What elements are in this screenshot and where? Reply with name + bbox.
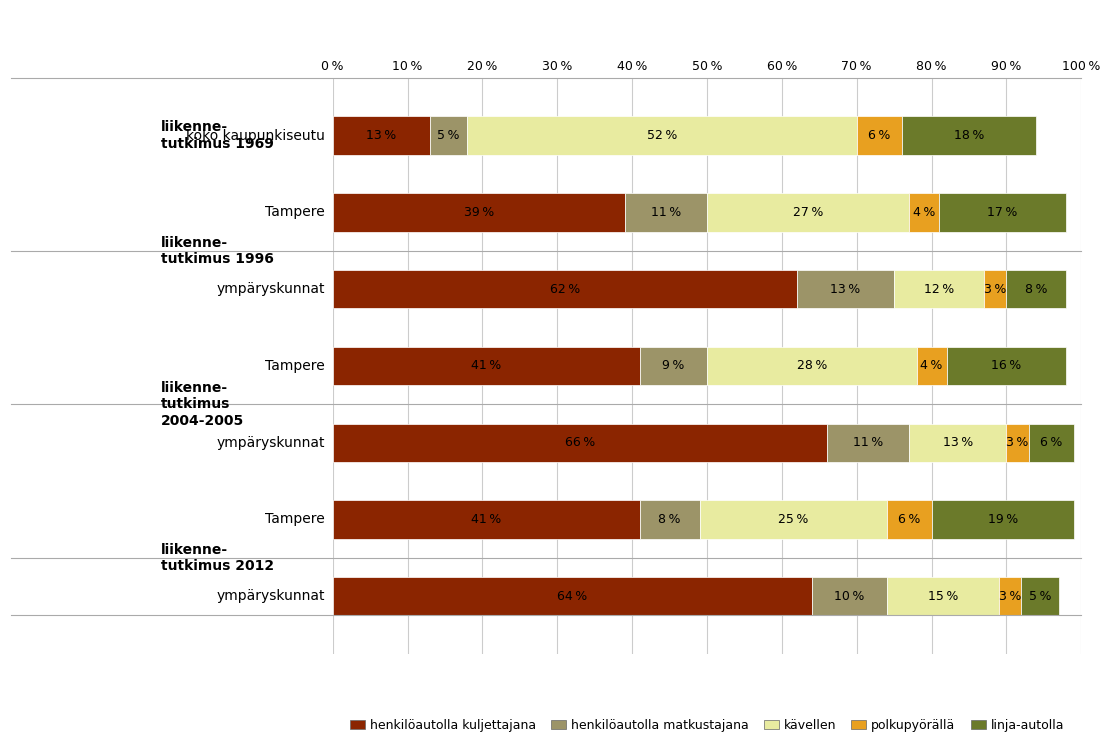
Text: koko kaupunkiseutu: koko kaupunkiseutu (186, 129, 325, 143)
Bar (430, 117, 467, 155)
Text: 6 %: 6 % (1040, 436, 1062, 450)
Bar (1007, 270, 1066, 308)
Text: 9 %: 9 % (662, 360, 684, 372)
Bar (826, 424, 909, 462)
Legend: henkilöautolla kuljettajana, henkilöautolla matkustajana, kävellen, polkupyöräll: henkilöautolla kuljettajana, henkilöauto… (345, 714, 1069, 737)
Bar (947, 347, 1066, 385)
Text: 5 %: 5 % (1029, 590, 1051, 603)
Text: 8 %: 8 % (1025, 282, 1048, 296)
Text: ympäryskunnat: ympäryskunnat (216, 589, 325, 603)
Bar (708, 193, 909, 232)
Bar (333, 117, 430, 155)
Bar (333, 347, 640, 385)
Bar (624, 193, 708, 232)
Bar (333, 193, 624, 232)
Text: liikenne-
tutkimus 2012: liikenne- tutkimus 2012 (161, 543, 274, 573)
Bar (887, 500, 932, 539)
Text: 41 %: 41 % (471, 513, 501, 526)
Text: liikenne-
tutkimus
2004-2005: liikenne- tutkimus 2004-2005 (161, 381, 244, 427)
Bar (640, 500, 700, 539)
Text: 4 %: 4 % (913, 206, 935, 219)
Bar (984, 270, 1007, 308)
Bar (909, 424, 1007, 462)
Text: 17 %: 17 % (987, 206, 1018, 219)
Text: 27 %: 27 % (793, 206, 823, 219)
Text: 66 %: 66 % (564, 436, 594, 450)
Text: 52 %: 52 % (647, 129, 678, 142)
Text: 10 %: 10 % (834, 590, 864, 603)
Bar (909, 193, 939, 232)
Text: 13 %: 13 % (943, 436, 973, 450)
Text: 3 %: 3 % (999, 590, 1021, 603)
Text: 6 %: 6 % (868, 129, 891, 142)
Text: 11 %: 11 % (651, 206, 681, 219)
Text: 25 %: 25 % (777, 513, 808, 526)
Bar (333, 500, 640, 539)
Text: 4 %: 4 % (920, 360, 943, 372)
Text: liikenne-
tutkimus 1996: liikenne- tutkimus 1996 (161, 236, 274, 266)
Text: 11 %: 11 % (853, 436, 883, 450)
Text: 8 %: 8 % (659, 513, 681, 526)
Bar (708, 347, 916, 385)
Text: 6 %: 6 % (898, 513, 920, 526)
Text: Tampere: Tampere (265, 513, 325, 527)
Text: ympäryskunnat: ympäryskunnat (216, 282, 325, 296)
Bar (902, 117, 1036, 155)
Bar (894, 270, 984, 308)
Text: Tampere: Tampere (265, 359, 325, 373)
Text: 15 %: 15 % (927, 590, 958, 603)
Bar (932, 500, 1074, 539)
Bar (700, 500, 887, 539)
Text: 5 %: 5 % (437, 129, 460, 142)
Bar (333, 424, 826, 462)
Bar (1021, 577, 1059, 615)
Bar (1007, 424, 1029, 462)
Bar (887, 577, 999, 615)
Bar (857, 117, 902, 155)
Text: 19 %: 19 % (987, 513, 1018, 526)
Bar (333, 577, 812, 615)
Bar (333, 270, 796, 308)
Text: 41 %: 41 % (471, 360, 501, 372)
Text: 16 %: 16 % (991, 360, 1021, 372)
Text: 13 %: 13 % (366, 129, 397, 142)
Bar (916, 347, 947, 385)
Text: 28 %: 28 % (796, 360, 827, 372)
Text: liikenne-
tutkimus 1969: liikenne- tutkimus 1969 (161, 120, 274, 151)
Text: 18 %: 18 % (954, 129, 984, 142)
Text: 3 %: 3 % (1007, 436, 1029, 450)
Text: 62 %: 62 % (550, 282, 580, 296)
Bar (467, 117, 856, 155)
Text: Tampere: Tampere (265, 205, 325, 219)
Text: 64 %: 64 % (557, 590, 588, 603)
Bar (640, 347, 708, 385)
Bar (812, 577, 887, 615)
Text: ympäryskunnat: ympäryskunnat (216, 435, 325, 450)
Text: 12 %: 12 % (924, 282, 954, 296)
Text: 13 %: 13 % (831, 282, 861, 296)
Text: 3 %: 3 % (984, 282, 1006, 296)
Text: 39 %: 39 % (464, 206, 494, 219)
Bar (939, 193, 1066, 232)
Bar (999, 577, 1021, 615)
Bar (1029, 424, 1074, 462)
Bar (796, 270, 894, 308)
